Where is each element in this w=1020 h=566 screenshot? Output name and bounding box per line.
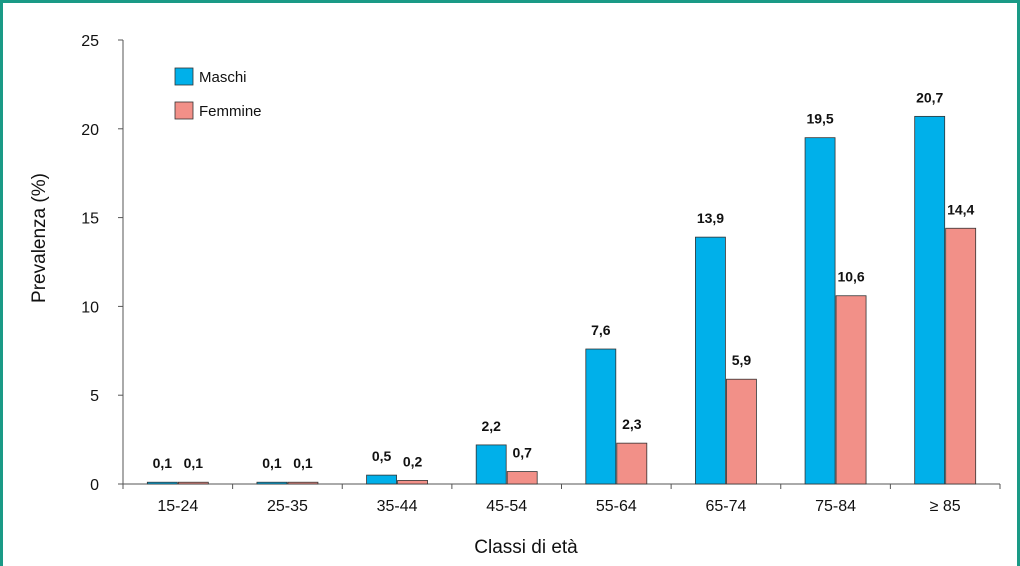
x-tick-label: 25-35 bbox=[267, 498, 308, 515]
x-axis-title: Classi di età bbox=[474, 537, 578, 558]
y-tick-label: 15 bbox=[81, 211, 99, 228]
bar-femmine bbox=[835, 295, 867, 485]
bar-femmine bbox=[506, 471, 538, 485]
data-label: 0,1 bbox=[153, 455, 173, 471]
data-label: 14,4 bbox=[947, 201, 974, 217]
bar-maschi bbox=[914, 115, 946, 485]
data-label: 0,1 bbox=[262, 455, 282, 471]
y-tick-label: 0 bbox=[90, 477, 99, 494]
x-tick-label: 55-64 bbox=[596, 498, 637, 515]
data-label: 0,5 bbox=[372, 448, 392, 464]
y-tick-label: 10 bbox=[81, 299, 99, 316]
bar-femmine bbox=[287, 481, 319, 485]
bar-femmine bbox=[726, 378, 757, 485]
data-label: 0,1 bbox=[293, 455, 313, 471]
legend: Maschi Femmine bbox=[174, 67, 262, 120]
bar-femmine bbox=[945, 227, 977, 485]
data-labels: 0,1 0,1 0,1 0,1 0,5 0,2 2,2 0,7 7,6 2,3 13,9 5,9 19,… bbox=[153, 89, 975, 471]
x-tick-label: 45-54 bbox=[486, 498, 527, 515]
data-label: 0,7 bbox=[512, 445, 532, 461]
legend-label: Femmine bbox=[199, 103, 262, 120]
data-label: 7,6 bbox=[591, 322, 611, 338]
y-tick-label: 20 bbox=[81, 122, 99, 139]
y-axis-title: Prevalenza (%) bbox=[29, 173, 50, 303]
x-tick-label: 15-24 bbox=[157, 498, 198, 515]
bar-femmine bbox=[616, 442, 648, 485]
legend-swatch bbox=[174, 101, 194, 120]
bar-maschi bbox=[695, 236, 726, 485]
data-label: 0,2 bbox=[403, 453, 423, 469]
bar-maschi bbox=[804, 137, 836, 485]
bar-maschi bbox=[366, 474, 397, 485]
y-tick-label: 25 bbox=[81, 33, 99, 50]
data-label: 0,1 bbox=[184, 455, 204, 471]
bar-maschi bbox=[475, 444, 507, 485]
data-label: 5,9 bbox=[732, 352, 752, 368]
data-label: 13,9 bbox=[697, 210, 724, 226]
data-label: 20,7 bbox=[916, 89, 943, 105]
bars bbox=[146, 115, 977, 485]
x-tick-label: 65-74 bbox=[705, 498, 746, 515]
data-label: 19,5 bbox=[806, 111, 833, 127]
data-label: 2,3 bbox=[622, 416, 642, 432]
bar-maschi bbox=[585, 348, 617, 485]
bar-femmine bbox=[397, 480, 428, 485]
bar-maschi bbox=[256, 481, 288, 485]
x-tick-label: 75-84 bbox=[815, 498, 856, 515]
bar-maschi bbox=[146, 481, 178, 485]
legend-label: Maschi bbox=[199, 69, 247, 86]
legend-swatch bbox=[174, 67, 194, 86]
y-tick-label: 5 bbox=[90, 388, 99, 405]
data-label: 2,2 bbox=[481, 418, 501, 434]
x-tick-label: 35-44 bbox=[377, 498, 418, 515]
data-label: 10,6 bbox=[837, 269, 864, 285]
bar-femmine bbox=[177, 481, 209, 485]
x-tick-label: ≥ 85 bbox=[930, 498, 961, 515]
